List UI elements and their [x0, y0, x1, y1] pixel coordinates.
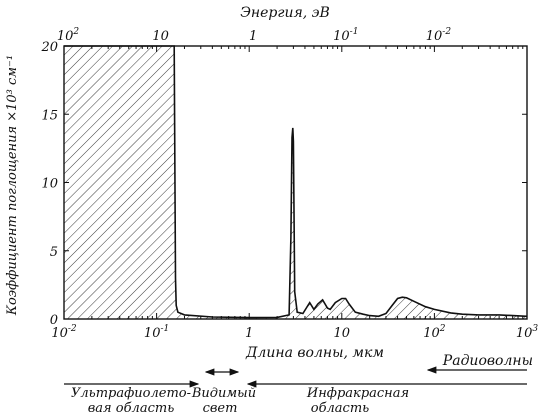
x-axis-title: Длина волны, мкм [245, 345, 384, 361]
absorption-area [64, 46, 527, 319]
uv-label-line2: вая область [88, 401, 175, 416]
x-tick-label: 10-1 [144, 324, 169, 341]
x-tick-label: 102 [423, 324, 446, 341]
visible-label-line2: свет [203, 401, 238, 416]
y-tick-label: 15 [41, 108, 58, 123]
ir-label-line2: область [311, 401, 369, 416]
top-tick-label: 102 [57, 27, 80, 44]
y-tick-label: 20 [40, 40, 58, 55]
x-axis-top-ticks: 102 10 1 10-1 10-2 [57, 27, 451, 52]
x-tick-label: 1 [245, 326, 253, 341]
region-indicators: Радиоволны Ультрафиолето- вая область Ви… [64, 353, 533, 416]
top-tick-label: 10 [152, 29, 169, 44]
y-tick-label: 10 [41, 177, 58, 192]
top-tick-label: 1 [249, 29, 257, 44]
x-tick-label: 10 [334, 326, 351, 341]
ir-label-line1: Инфракрасная [306, 386, 409, 401]
x-axis-bottom-ticks: 10-2 10-1 1 10 102 103 [51, 46, 538, 341]
absorption-curve [64, 45, 528, 319]
top-tick-label: 10-2 [426, 27, 452, 44]
visible-label-line1: Видимый [191, 386, 256, 401]
y-tick-label: 5 [50, 245, 58, 260]
x-tick-label: 10-2 [51, 324, 77, 341]
x-tick-label: 103 [516, 324, 539, 341]
top-tick-label: 10-1 [333, 27, 358, 44]
y-tick-label: 0 [50, 313, 58, 328]
y-axis-ticks: 0 5 10 15 20 [40, 40, 527, 328]
radio-label: Радиоволны [442, 353, 533, 369]
uv-label-line1: Ультрафиолето- [71, 386, 191, 401]
top-axis-title: Энергия, эВ [240, 5, 330, 21]
y-axis-title: Коэффициент поглощения ×10³ см⁻¹ [5, 55, 20, 316]
